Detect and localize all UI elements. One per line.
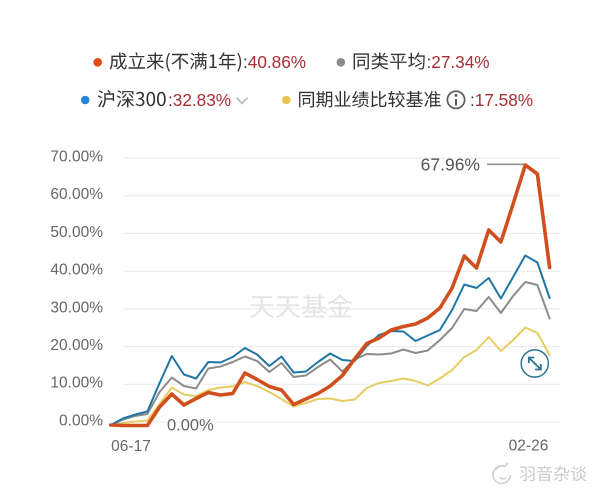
svg-text:50.00%: 50.00% (50, 224, 103, 241)
svg-text:0.00%: 0.00% (167, 417, 214, 435)
svg-text:02-26: 02-26 (509, 438, 549, 455)
svg-text:40.00%: 40.00% (50, 262, 103, 279)
svg-text:67.96%: 67.96% (421, 155, 480, 175)
svg-text:70.00%: 70.00% (50, 148, 103, 165)
svg-text::40.86%: :40.86% (243, 52, 306, 72)
svg-text:60.00%: 60.00% (50, 186, 103, 203)
svg-text:06-17: 06-17 (111, 438, 151, 455)
svg-text::17.58%: :17.58% (470, 90, 533, 110)
svg-text::32.83%: :32.83% (168, 90, 231, 110)
svg-text:20.00%: 20.00% (50, 337, 103, 354)
svg-text:10.00%: 10.00% (50, 375, 103, 392)
svg-text::27.34%: :27.34% (427, 52, 490, 72)
svg-text:30.00%: 30.00% (50, 299, 103, 316)
svg-text:0.00%: 0.00% (59, 412, 103, 429)
